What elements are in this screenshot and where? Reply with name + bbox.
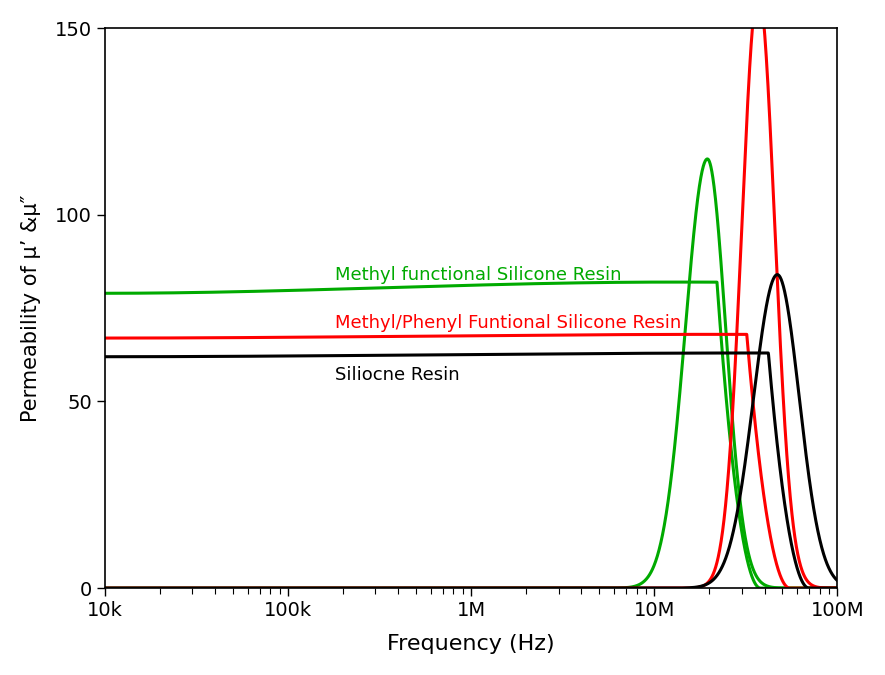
X-axis label: Frequency (Hz): Frequency (Hz) — [388, 634, 555, 654]
Text: Methyl/Phenyl Funtional Silicone Resin: Methyl/Phenyl Funtional Silicone Resin — [335, 314, 681, 332]
Y-axis label: Permeability of μ’ &μ″: Permeability of μ’ &μ″ — [21, 194, 41, 422]
Text: Siliocne Resin: Siliocne Resin — [335, 367, 459, 384]
Text: Methyl functional Silicone Resin: Methyl functional Silicone Resin — [335, 266, 621, 283]
